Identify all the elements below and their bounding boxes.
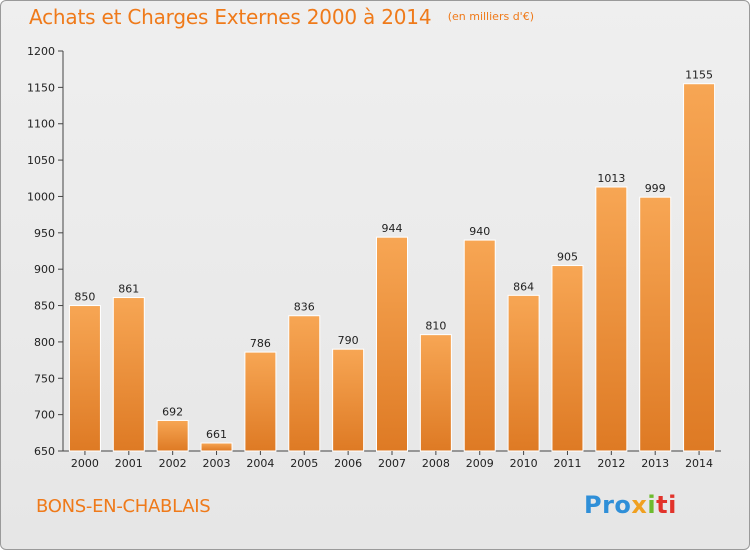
x-tick-label: 2007 [378,457,406,470]
y-tick-label: 1050 [27,154,55,167]
bar [244,351,277,452]
data-label: 864 [513,280,534,293]
bar [507,294,540,452]
chart-unit: (en milliers d'€) [447,10,534,23]
place-name: BONS-EN-CHABLAIS [36,496,211,517]
y-tick-label: 1100 [27,118,55,131]
data-label: 861 [118,283,139,296]
x-tick-label: 2000 [71,457,99,470]
y-tick-label: 950 [34,227,55,240]
bar [288,315,321,452]
bar [683,83,716,452]
x-tick-label: 2012 [597,457,625,470]
data-label: 940 [469,225,490,238]
data-label: 944 [382,222,403,235]
bar [112,297,145,452]
brand-logo-part: ti [656,491,677,519]
x-tick-label: 2002 [159,457,187,470]
bar [639,196,672,452]
data-label: 786 [250,337,271,350]
bar [595,186,628,452]
x-tick-label: 2009 [466,457,494,470]
x-tick-label: 2003 [203,457,231,470]
data-label: 905 [557,251,578,264]
x-tick-label: 2006 [334,457,362,470]
y-tick-label: 900 [34,263,55,276]
bar [463,239,496,452]
data-label: 790 [338,334,359,347]
data-label: 1013 [597,172,625,185]
brand-logo-part: Pro [584,491,632,519]
y-tick-label: 850 [34,300,55,313]
y-tick-label: 650 [34,445,55,458]
brand-logo-part: x [631,491,648,519]
bar [200,442,233,452]
chart-title-text: Achats et Charges Externes 2000 à 2014 [29,5,432,29]
x-tick-label: 2008 [422,457,450,470]
bar [376,236,408,452]
data-label: 999 [645,182,666,195]
bar [332,348,365,452]
data-label: 836 [294,301,315,314]
y-tick-label: 750 [34,372,55,385]
y-tick-label: 800 [34,336,55,349]
bar [419,334,452,452]
data-label: 661 [206,428,227,441]
y-tick-label: 1000 [27,190,55,203]
brand-logo: Proxiti [584,491,677,519]
data-label: 850 [74,291,95,304]
x-tick-label: 2001 [115,457,143,470]
bar [68,305,101,452]
data-label: 810 [425,320,446,333]
x-tick-label: 2004 [246,457,274,470]
x-tick-label: 2011 [553,457,581,470]
y-tick-label: 1200 [27,45,55,58]
x-tick-label: 2010 [510,457,538,470]
x-tick-label: 2014 [685,457,713,470]
y-tick-label: 1150 [27,81,55,94]
x-tick-label: 2013 [641,457,669,470]
data-label: 692 [162,405,183,418]
chart-title: Achats et Charges Externes 2000 à 2014 (… [29,5,534,29]
y-tick-label: 700 [34,409,55,422]
brand-logo-part: i [647,491,657,519]
bar [551,265,584,452]
x-tick-label: 2005 [290,457,318,470]
data-label: 1155 [685,69,713,82]
bar [156,419,189,452]
